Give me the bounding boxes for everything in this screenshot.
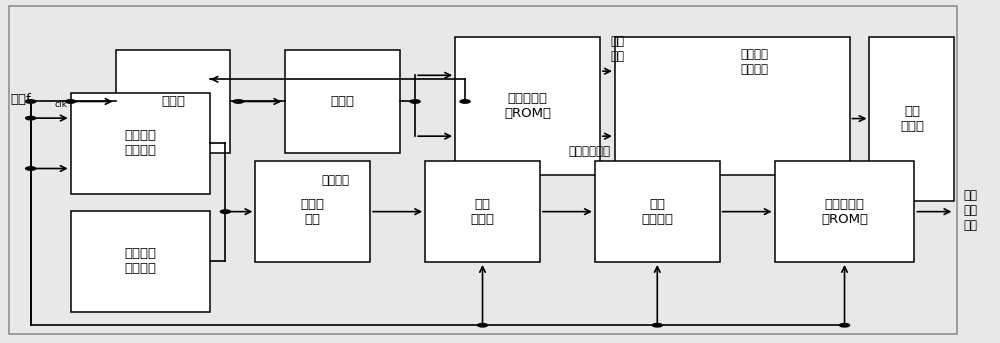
Text: 控制字
调整: 控制字 调整 [301, 198, 325, 226]
Bar [285, 50, 400, 153]
Circle shape [233, 100, 243, 103]
Text: 频率整数
控制模块: 频率整数 控制模块 [125, 129, 157, 157]
Circle shape [410, 100, 420, 103]
Bar [869, 37, 954, 201]
Circle shape [460, 100, 470, 103]
Text: 时钟f: 时钟f [11, 93, 31, 106]
Bar [615, 37, 850, 175]
Circle shape [478, 323, 488, 327]
Circle shape [26, 100, 36, 103]
Text: 频率调整
系数模块: 频率调整 系数模块 [125, 247, 157, 275]
Circle shape [220, 210, 230, 213]
Bar [255, 161, 370, 262]
Text: 频率选择控制: 频率选择控制 [569, 144, 611, 157]
Circle shape [840, 323, 850, 327]
Circle shape [26, 116, 36, 120]
Bar [595, 161, 720, 262]
Text: 地址
调整模块: 地址 调整模块 [641, 198, 673, 226]
Text: 波形存储器
（ROM）: 波形存储器 （ROM） [821, 198, 868, 226]
Text: 高频
信号
输出: 高频 信号 输出 [963, 189, 977, 232]
Bar [71, 93, 210, 194]
Bar [71, 211, 210, 311]
Text: 相位
累加器: 相位 累加器 [471, 198, 495, 226]
Text: 谐振支路
选择控制: 谐振支路 选择控制 [741, 48, 769, 76]
Text: 时序存储器
（ROM）: 时序存储器 （ROM） [504, 92, 551, 120]
Text: 计数器: 计数器 [331, 95, 355, 108]
Circle shape [66, 100, 76, 103]
Bar [425, 161, 540, 262]
Bar [775, 161, 914, 262]
Circle shape [26, 167, 36, 170]
Bar [455, 37, 600, 175]
Text: clk: clk [55, 100, 67, 109]
Bar [116, 50, 230, 153]
Text: 溢出信号: 溢出信号 [321, 174, 349, 187]
Circle shape [652, 323, 662, 327]
Text: 使能
控制: 使能 控制 [611, 35, 625, 62]
Text: 电控
开关组: 电控 开关组 [900, 105, 924, 132]
Text: 分频器: 分频器 [161, 95, 185, 108]
